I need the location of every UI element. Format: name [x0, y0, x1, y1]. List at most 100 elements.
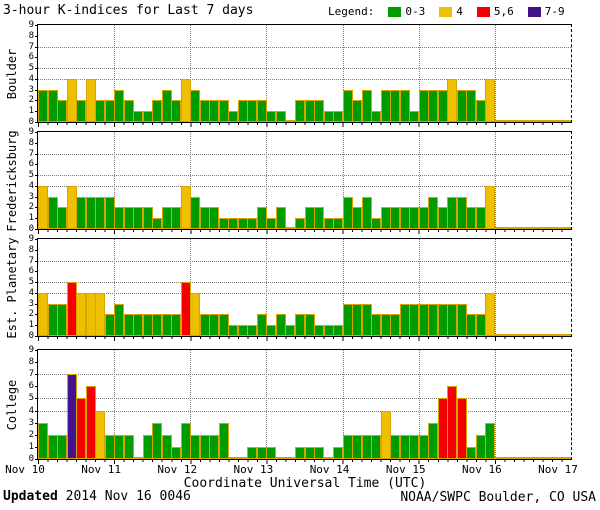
y-tick-label: 4	[28, 180, 34, 191]
y-tick-mark	[35, 175, 38, 177]
k-bar	[199, 207, 210, 229]
x-tick-label: Nov 13	[233, 463, 274, 476]
y-tick-mark	[35, 57, 38, 59]
k-bar	[76, 398, 87, 459]
k-bar	[551, 227, 562, 229]
k-bar	[361, 304, 372, 336]
y-tick-label: 4	[28, 405, 34, 416]
legend-item: 4	[439, 5, 463, 18]
k-bar	[266, 218, 277, 229]
y-tick-label: 7	[28, 41, 34, 52]
k-bar	[323, 111, 334, 122]
k-bar	[237, 457, 248, 459]
day-gridline	[114, 25, 116, 122]
k-bar	[418, 207, 429, 229]
k-bar	[437, 207, 448, 229]
y-tick-mark	[35, 314, 38, 316]
k-bar	[409, 207, 420, 229]
panel-fredericksburg: Fredericksburg 0 1 2 3 4 5 6 7 8 9	[5, 128, 572, 234]
k-bar	[133, 111, 144, 122]
k-bar	[361, 435, 372, 459]
k-bar	[342, 435, 353, 459]
k-bar	[237, 100, 248, 122]
k-bar	[247, 218, 258, 229]
day-ticks	[38, 230, 571, 234]
y-tick-label: 4	[28, 73, 34, 84]
y-tick-mark	[35, 362, 38, 364]
legend-item: 5,6	[476, 5, 514, 18]
day-gridline	[266, 350, 268, 459]
k-bar	[447, 304, 458, 336]
y-tick-mark	[35, 100, 38, 102]
y-tick-mark	[35, 196, 38, 198]
y-tick-mark	[35, 292, 38, 294]
k-bar	[314, 207, 325, 229]
h-gridline-k7	[38, 374, 571, 376]
k-bar	[399, 90, 410, 122]
k-bar	[447, 79, 458, 122]
k-bar	[161, 435, 172, 459]
k-bar	[199, 435, 210, 459]
y-tick-label: 9	[28, 20, 34, 30]
k-bar	[437, 304, 448, 336]
k-bar	[152, 423, 163, 459]
y-tick-label: 0	[28, 454, 34, 464]
k-bar	[314, 447, 325, 459]
h-gridline-k4	[38, 78, 571, 80]
k-bar	[333, 325, 344, 336]
day-gridline	[342, 25, 344, 122]
y-tick-mark	[35, 386, 38, 388]
k-bar	[342, 304, 353, 336]
k-bar	[228, 457, 239, 459]
k-bar	[409, 304, 420, 336]
x-tick-label: Nov 10	[5, 463, 45, 476]
k-bar	[66, 374, 77, 459]
y-tick-mark	[35, 25, 38, 26]
k-bar	[190, 90, 201, 122]
k-bar	[47, 197, 58, 229]
k-bar	[190, 435, 201, 459]
y-tick-label: 2	[28, 309, 34, 320]
k-bar	[399, 207, 410, 229]
y-tick-mark	[35, 459, 38, 460]
k-bar	[352, 304, 363, 336]
k-bar	[209, 435, 220, 459]
y-tick-mark	[35, 132, 38, 133]
h-gridline-k4	[38, 410, 571, 412]
k-bar	[85, 79, 96, 122]
k-bar	[380, 90, 391, 122]
y-tick-mark	[35, 410, 38, 412]
k-bar	[142, 207, 153, 229]
k-bar	[561, 227, 572, 229]
y-tick-mark	[35, 374, 38, 376]
k-bar	[418, 304, 429, 336]
panel-boulder: Boulder 0 1 2 3 4 5 6 7 8 9	[5, 21, 572, 127]
k-bar	[294, 100, 305, 122]
x-tick-label: Nov 17	[538, 463, 578, 476]
k-bar	[133, 457, 144, 459]
k-bar	[247, 325, 258, 336]
y-tick-mark	[35, 122, 38, 123]
legend: Legend: 0-3 4 5,6 7-9	[328, 5, 565, 18]
k-bar	[294, 314, 305, 336]
k-bar	[171, 100, 182, 122]
k-bar	[342, 90, 353, 122]
credit-text: NOAA/SWPC Boulder, CO USA	[400, 490, 596, 505]
y-tick-mark	[35, 68, 38, 70]
legend-swatch-4	[439, 6, 453, 17]
y-tick-mark	[35, 78, 38, 80]
k-bar	[304, 447, 315, 459]
k-bar	[199, 100, 210, 122]
legend-item-label: 0-3	[405, 5, 426, 18]
k-bar	[399, 435, 410, 459]
y-tick-mark	[35, 218, 38, 220]
day-gridline	[266, 239, 268, 336]
h-gridline-k5	[38, 282, 571, 284]
updated-label: Updated	[3, 489, 58, 504]
y-tick-mark	[35, 249, 38, 251]
y-tick-label: 9	[28, 234, 34, 244]
k-bar	[171, 447, 182, 459]
y-tick-label: 5	[28, 63, 34, 74]
h-gridline-k5	[38, 68, 571, 70]
y-tick-label: 0	[28, 224, 34, 234]
